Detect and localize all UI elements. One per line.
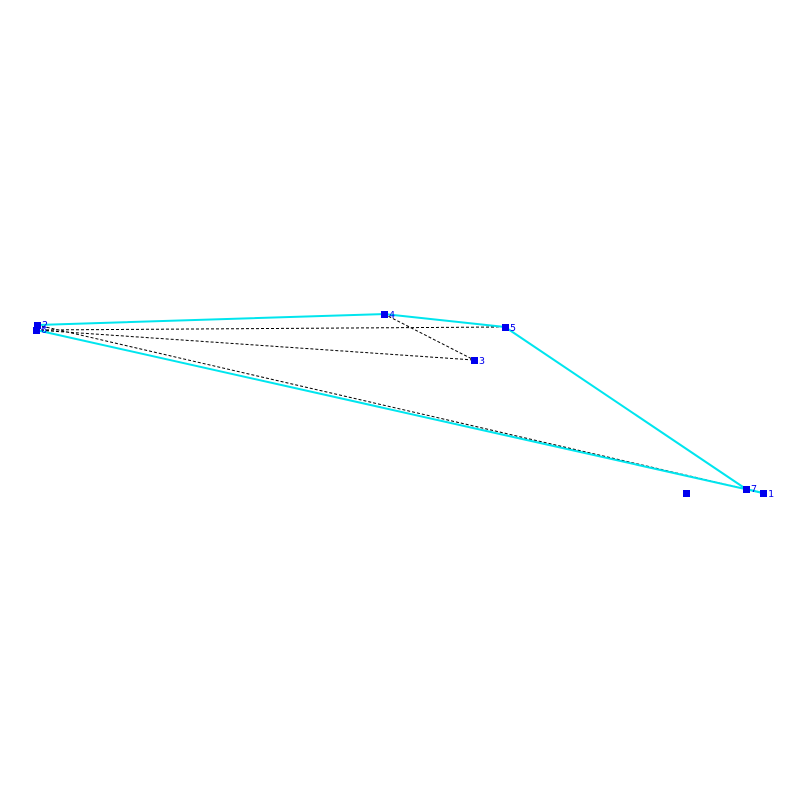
vertex-label-p1: 1 [768, 489, 774, 500]
dashed-edges [35, 313, 747, 490]
dashed-edge-p4-p3 [383, 313, 475, 361]
vertex-marker-p8 [683, 490, 690, 497]
vertex-label-p4: 4 [389, 310, 395, 321]
dashed-edge-p2-p7 [36, 324, 747, 490]
vertex-marker-p5 [502, 324, 509, 331]
hull-edge-p2-p4 [36, 313, 385, 326]
vertex-marker-p6 [33, 327, 40, 334]
dashed-edge-p6-p5 [35, 326, 506, 331]
vertex-marker-p4 [381, 311, 388, 318]
hull-edge-p5-p7 [504, 326, 747, 490]
vertex-labels: 1 2 3 4 5 6 7 [41, 310, 774, 500]
vertex-label-p5: 5 [510, 323, 516, 334]
hull-edge-p1-p6 [35, 329, 764, 494]
vertex-label-p2: 2 [42, 320, 48, 331]
vertex-label-p7: 7 [751, 484, 757, 495]
dashed-edge-p6-p3 [35, 329, 475, 361]
hull-edges [35, 313, 764, 494]
vertex-marker-p3 [471, 357, 478, 364]
vertices [33, 311, 767, 497]
vertex-label-p3: 3 [479, 356, 485, 367]
vertex-marker-p7 [743, 486, 750, 493]
vertex-label-p6: 6 [41, 325, 47, 336]
hull-edge-p4-p5 [383, 313, 506, 328]
vertex-marker-p2 [34, 322, 41, 329]
vertex-marker-p1 [760, 490, 767, 497]
